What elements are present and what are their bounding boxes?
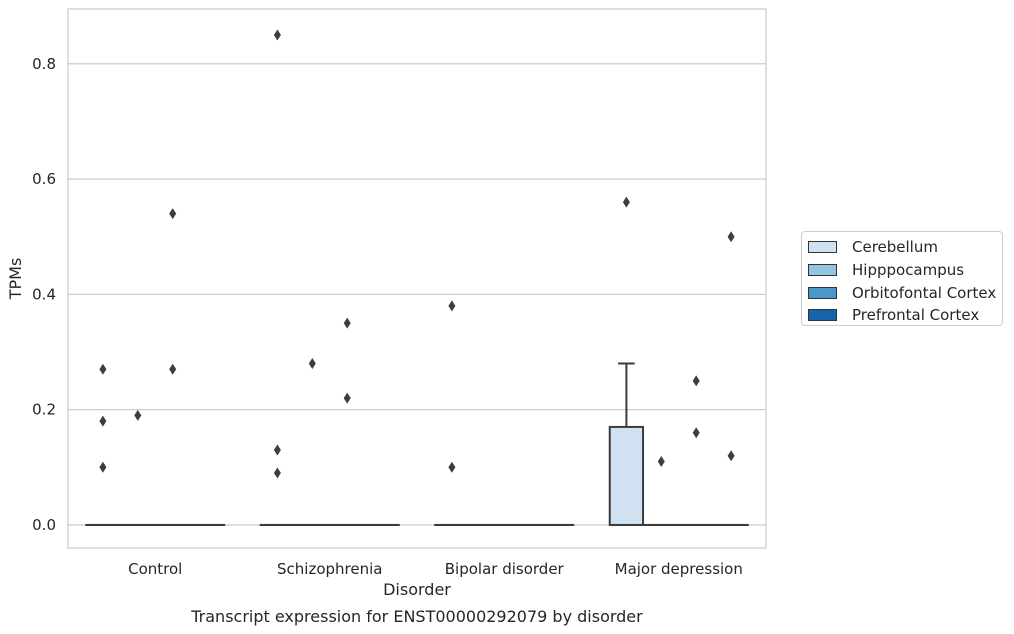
gridlines bbox=[68, 63, 766, 526]
outlier-point bbox=[622, 196, 630, 208]
outlier-point bbox=[448, 300, 456, 312]
outlier-point bbox=[308, 358, 316, 370]
y-tick-label: 0.2 bbox=[32, 401, 56, 419]
y-tick-label: 0.4 bbox=[32, 285, 56, 303]
legend-item: Prefrontal Cortex bbox=[802, 304, 1002, 327]
outlier-point bbox=[343, 317, 351, 329]
legend-label: Cerebellum bbox=[852, 238, 938, 257]
box-series bbox=[85, 362, 749, 526]
outlier-point bbox=[448, 461, 456, 473]
legend-swatch bbox=[808, 286, 837, 299]
outlier-point bbox=[692, 427, 700, 439]
plot-area-frame bbox=[67, 8, 767, 549]
outlier-point bbox=[99, 363, 107, 375]
outlier-point bbox=[273, 29, 281, 41]
legend-item: Hipppocampus bbox=[802, 259, 1002, 282]
x-tick-label: Control bbox=[128, 560, 182, 578]
chart-title: Transcript expression for ENST0000029207… bbox=[190, 607, 643, 626]
legend-item: Orbitofontal Cortex bbox=[802, 281, 1002, 304]
legend-label: Hipppocampus bbox=[852, 261, 965, 280]
outlier-point bbox=[99, 461, 107, 473]
y-axis-title: TPMs bbox=[6, 258, 25, 301]
outlier-points bbox=[99, 29, 735, 479]
outlier-point bbox=[343, 392, 351, 404]
legend-label: Orbitofontal Cortex bbox=[852, 283, 997, 302]
x-tick-label: Schizophrenia bbox=[277, 560, 382, 578]
legend-swatch bbox=[808, 264, 837, 277]
outlier-point bbox=[273, 444, 281, 456]
legend-item: Cerebellum bbox=[802, 236, 1002, 259]
outlier-point bbox=[692, 375, 700, 387]
y-tick-label: 0.8 bbox=[32, 55, 56, 73]
legend-swatch bbox=[808, 309, 837, 322]
y-axis-ticks: 0.0 0.2 0.4 0.6 0.8 bbox=[32, 55, 56, 534]
outlier-point bbox=[727, 231, 735, 243]
x-axis-title: Disorder bbox=[383, 580, 451, 599]
legend-label: Prefrontal Cortex bbox=[852, 306, 980, 325]
box bbox=[608, 425, 645, 526]
outlier-point bbox=[657, 456, 665, 468]
x-tick-label: Major depression bbox=[615, 560, 743, 578]
y-tick-label: 0.0 bbox=[32, 516, 56, 534]
outlier-point bbox=[169, 363, 177, 375]
outlier-point bbox=[169, 208, 177, 220]
x-tick-label: Bipolar disorder bbox=[445, 560, 565, 578]
outlier-point bbox=[99, 415, 107, 427]
y-tick-label: 0.6 bbox=[32, 170, 56, 188]
x-axis-ticks: Control Schizophrenia Bipolar disorder Majo… bbox=[128, 560, 743, 578]
outlier-point bbox=[727, 450, 735, 462]
outlier-point bbox=[273, 467, 281, 479]
outlier-point bbox=[134, 409, 142, 421]
legend-swatch bbox=[808, 241, 837, 254]
legend: Cerebellum Hipppocampus Orbitofontal Corte… bbox=[801, 231, 1003, 326]
